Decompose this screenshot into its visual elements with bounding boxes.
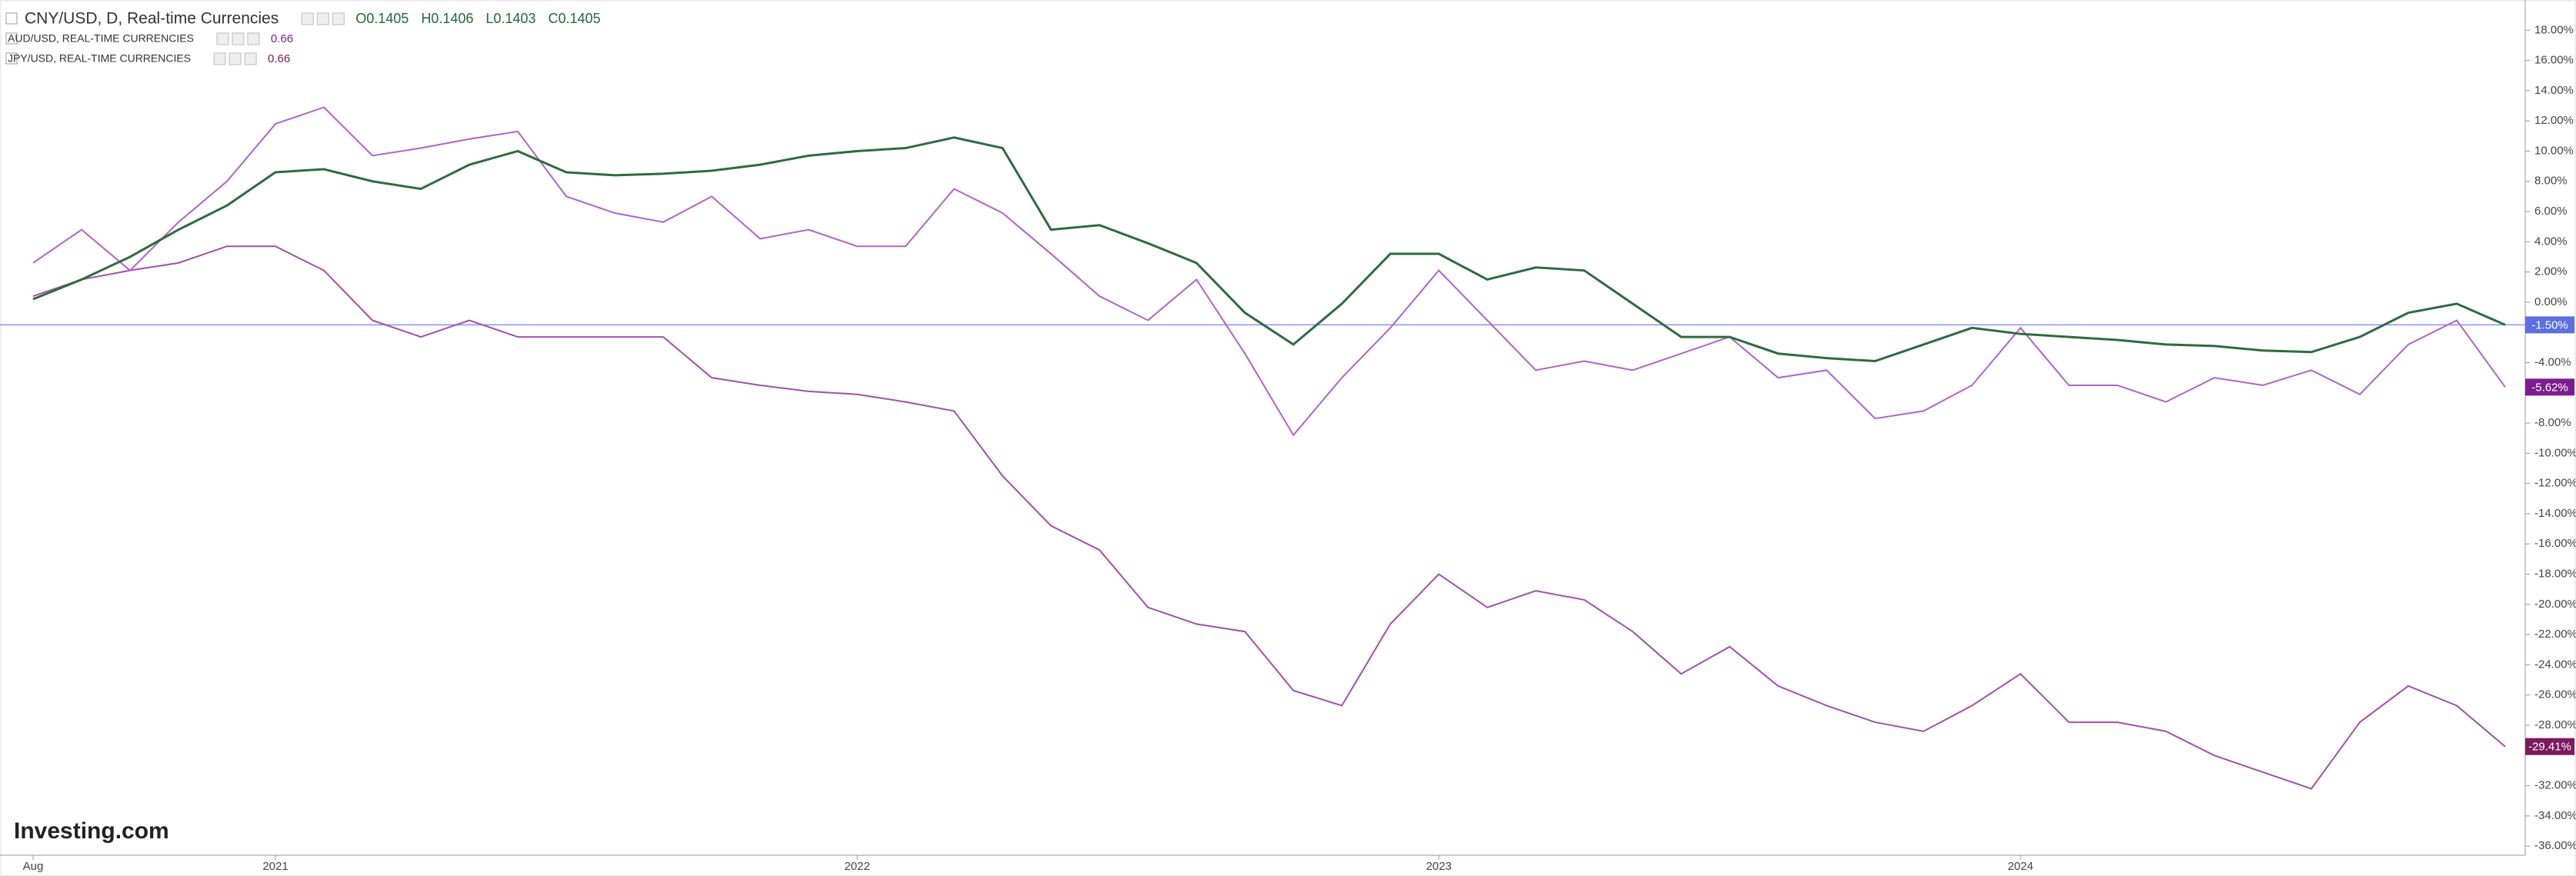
x-tick-label: 2024 — [2007, 860, 2033, 873]
x-tick-label: 2021 — [262, 860, 288, 873]
series-line — [32, 136, 2506, 363]
price-badge: -29.41% — [2525, 738, 2574, 755]
legend-button[interactable] — [316, 12, 329, 25]
y-tick-label: -12.00% — [2534, 477, 2576, 490]
y-tick-label: -34.00% — [2534, 809, 2576, 822]
y-tick-label: 2.00% — [2534, 265, 2568, 278]
y-tick-label: -14.00% — [2534, 507, 2576, 520]
legend-button[interactable] — [216, 32, 229, 45]
watermark: Investing.com — [14, 818, 169, 844]
legend-button[interactable] — [244, 52, 257, 65]
y-tick-label: 8.00% — [2534, 175, 2568, 188]
legend-toggle — [5, 32, 18, 45]
y-tick-label: -18.00% — [2534, 568, 2576, 581]
series-line — [32, 245, 2506, 790]
y-tick-label: 0.00% — [2534, 295, 2568, 308]
y-tick-label: 18.00% — [2534, 23, 2574, 36]
y-tick-label: -32.00% — [2534, 779, 2576, 792]
legend-quote: O0.1405 — [355, 11, 409, 26]
y-tick-label: -4.00% — [2534, 355, 2571, 368]
y-tick-label: -8.00% — [2534, 416, 2571, 429]
legend-button[interactable] — [229, 52, 242, 65]
legend-button[interactable] — [247, 32, 260, 45]
price-badge: -5.62% — [2525, 378, 2574, 396]
legend-quote: 0.66 — [271, 32, 293, 45]
legend-name: JPY/USD, REAL-TIME CURRENCIES — [8, 52, 191, 65]
legend-button[interactable] — [213, 52, 226, 65]
legend-button[interactable] — [332, 12, 345, 25]
legend-name: CNY/USD, D, Real-time Currencies — [25, 10, 279, 28]
x-tick-label: 2023 — [1426, 860, 1451, 873]
y-tick-label: -10.00% — [2534, 446, 2576, 459]
legend-toggle — [5, 52, 18, 65]
legend-button[interactable] — [232, 32, 245, 45]
y-tick-label: -28.00% — [2534, 718, 2576, 731]
price-badge-bg — [2525, 378, 2574, 396]
legend-toggle — [5, 12, 18, 25]
legend-quote: 0.66 — [268, 52, 290, 65]
price-badge-bg — [2525, 316, 2574, 334]
y-tick-label: -24.00% — [2534, 658, 2576, 671]
price-badge-label: -5.62% — [2531, 381, 2568, 394]
x-tick-label: Aug — [23, 860, 44, 873]
y-tick-label: -22.00% — [2534, 628, 2576, 641]
legend-quote: L0.1403 — [486, 11, 536, 26]
price-badge-bg — [2525, 738, 2574, 755]
series-line — [32, 106, 2506, 437]
y-tick-label: -36.00% — [2534, 839, 2576, 852]
y-tick-label: 12.00% — [2534, 114, 2574, 127]
y-tick-label: -20.00% — [2534, 598, 2576, 611]
y-tick-label: 4.00% — [2534, 235, 2568, 248]
legend-quote: H0.1406 — [421, 11, 473, 26]
legend-name: AUD/USD, REAL-TIME CURRENCIES — [8, 32, 194, 45]
y-tick-label: 6.00% — [2534, 205, 2568, 218]
price-badge-label: -1.50% — [2531, 318, 2568, 331]
x-tick-label: 2022 — [844, 860, 869, 873]
legend-quote: C0.1405 — [548, 11, 600, 26]
y-tick-label: 16.00% — [2534, 54, 2574, 67]
price-badge: -1.50% — [2525, 316, 2574, 334]
y-tick-label: -16.00% — [2534, 537, 2576, 550]
price-badge-label: -29.41% — [2528, 741, 2571, 754]
y-tick-label: 14.00% — [2534, 84, 2574, 97]
y-tick-label: 10.00% — [2534, 144, 2574, 157]
y-tick-label: -26.00% — [2534, 688, 2576, 701]
legend-button[interactable] — [301, 12, 314, 25]
